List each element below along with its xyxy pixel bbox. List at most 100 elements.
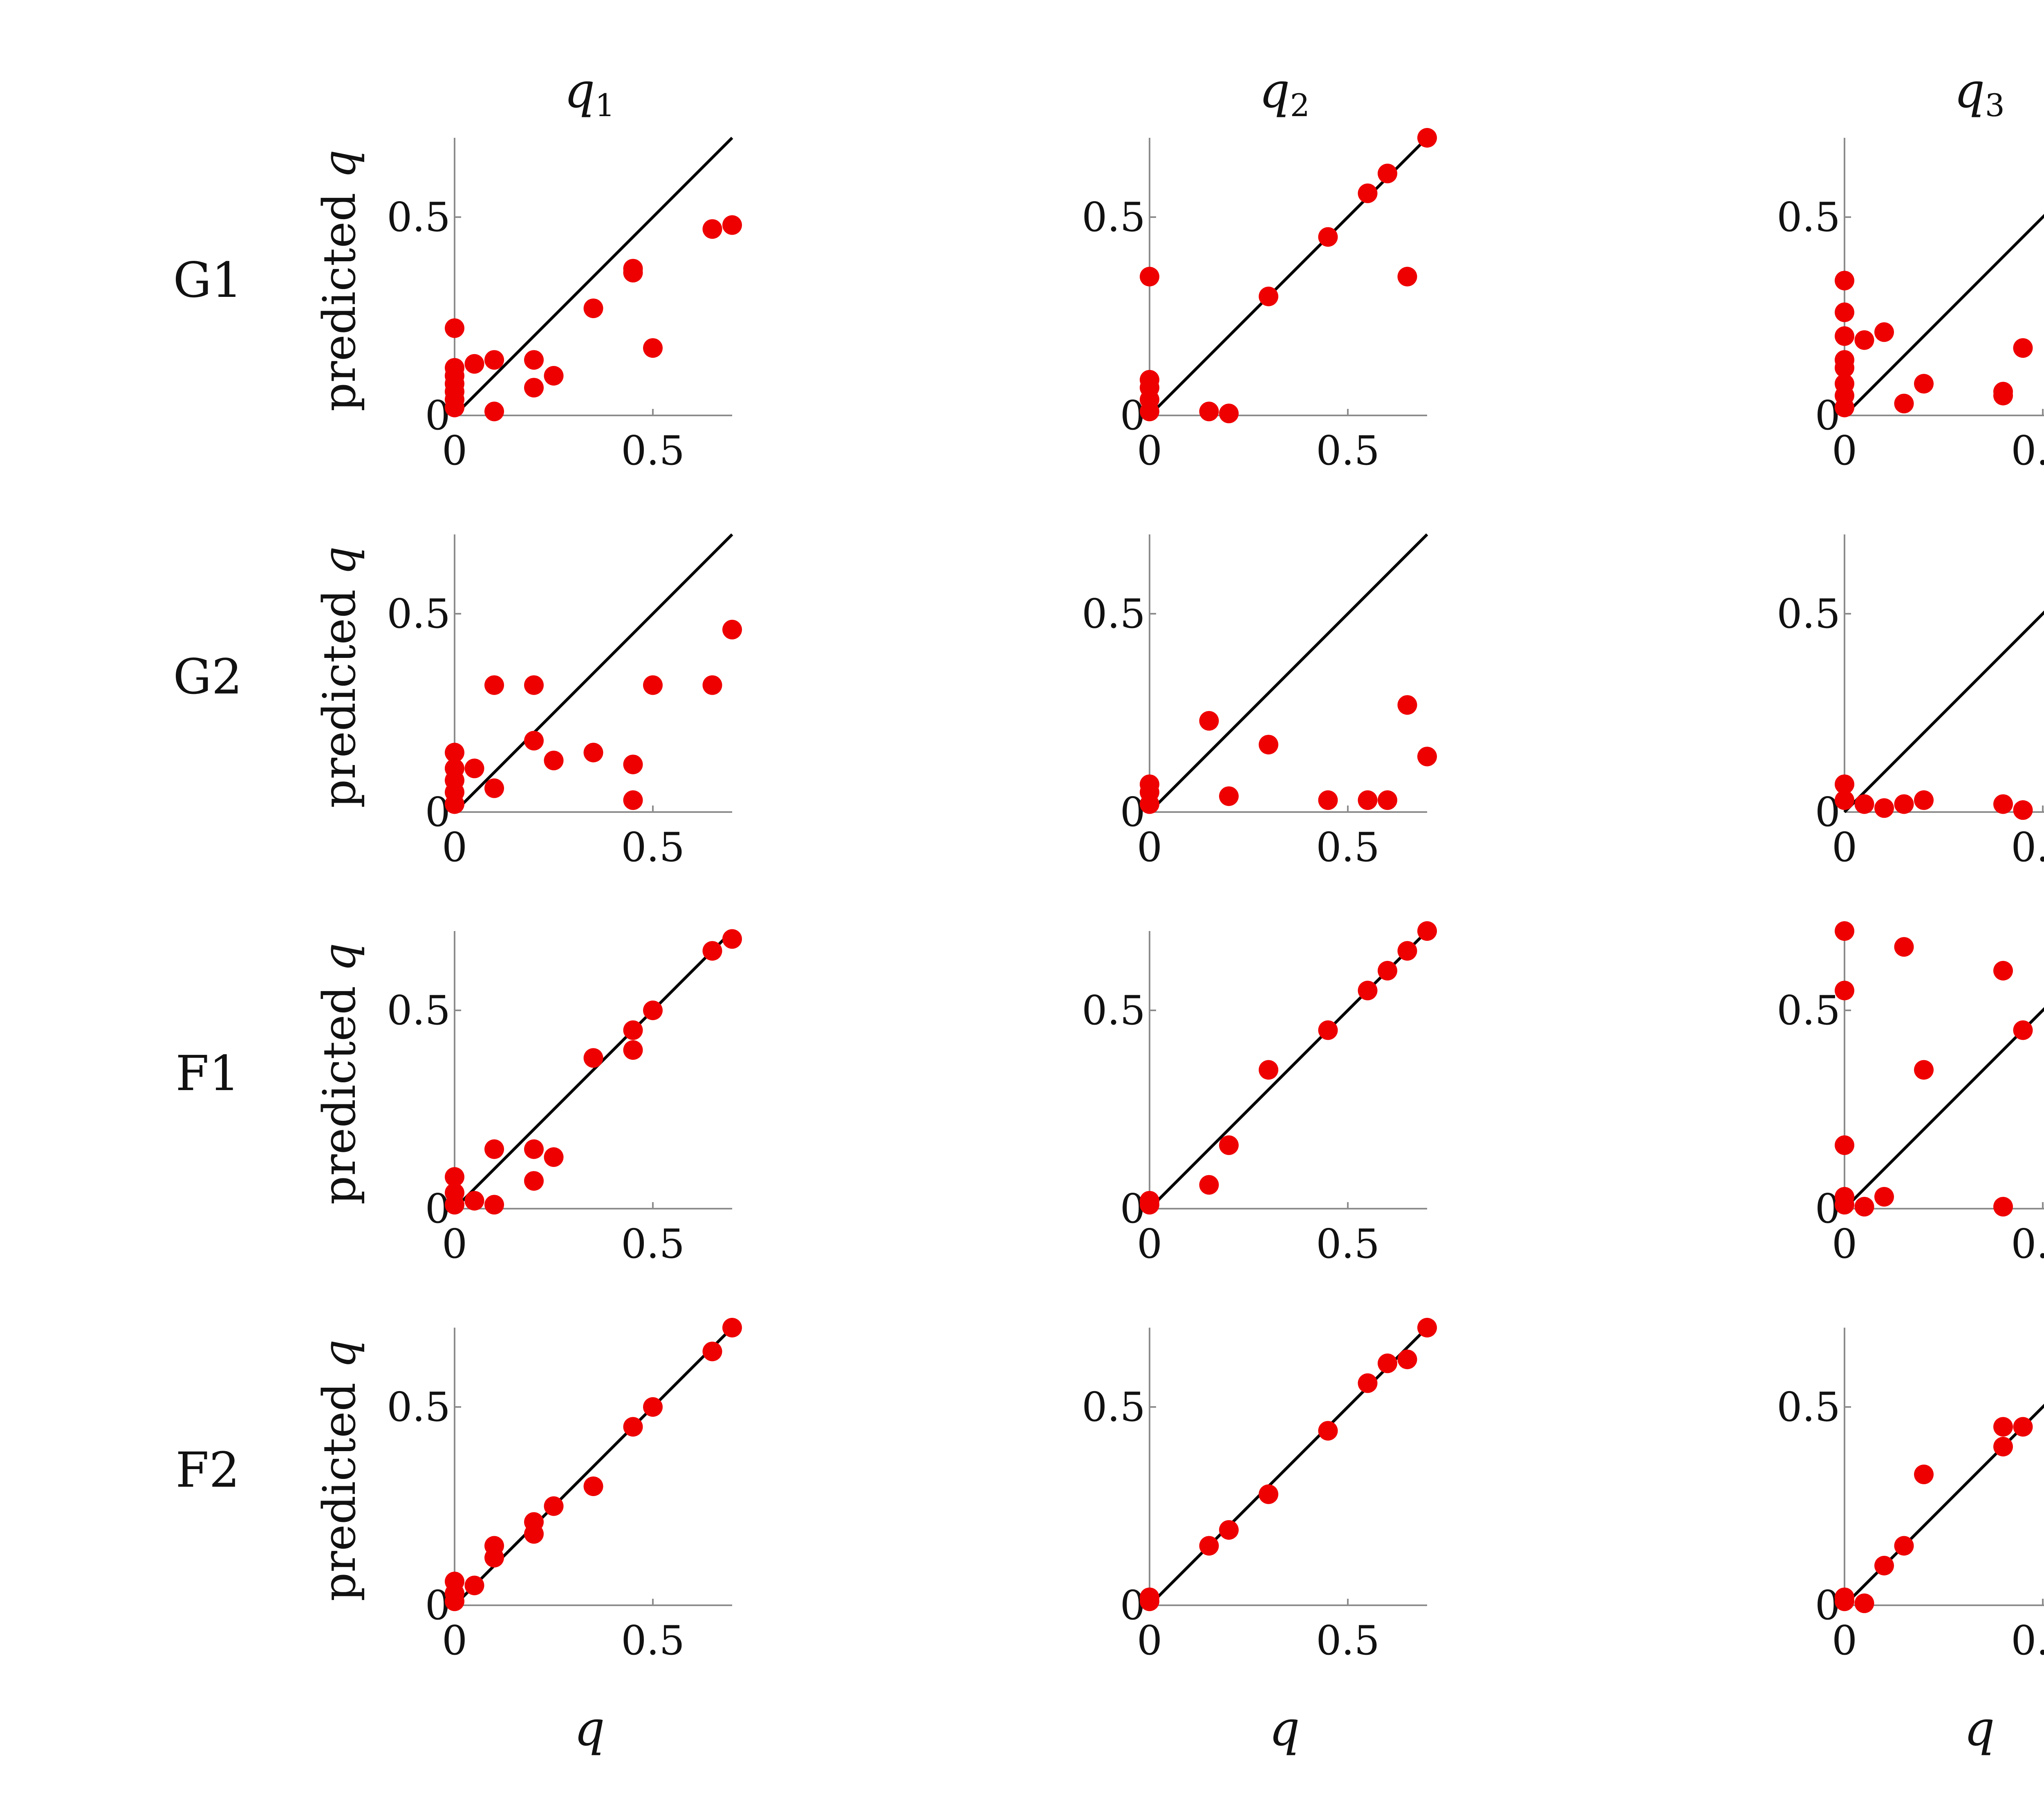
data-point (1993, 386, 2013, 406)
data-point (445, 318, 464, 338)
data-point (445, 794, 464, 814)
data-point (623, 790, 643, 810)
x-tick-label: 0.5 (2011, 824, 2044, 871)
x-tick-label: 0.5 (621, 1221, 685, 1268)
identity-line (453, 930, 733, 1210)
y-axis-label: predicted q (313, 943, 365, 1205)
data-point (1993, 1417, 2013, 1437)
data-point (1835, 326, 1854, 346)
identity-line (453, 533, 733, 813)
data-point (1835, 397, 1854, 417)
data-point (1993, 1197, 2013, 1217)
data-point (1894, 794, 1914, 814)
data-point (1993, 1437, 2013, 1456)
data-point (464, 758, 484, 779)
data-point (1358, 981, 1378, 1001)
data-point (1140, 794, 1159, 814)
x-tick-label: 0 (1137, 1221, 1162, 1268)
data-point (1894, 937, 1914, 957)
panel-g2-q2: 00.50 0.5 (1082, 533, 1437, 871)
data-point (1219, 404, 1239, 424)
x-axis-label: q (574, 1700, 605, 1757)
data-point (1874, 322, 1894, 342)
data-point (1318, 227, 1338, 247)
data-point (445, 1195, 464, 1215)
data-point (484, 1139, 504, 1159)
y-tick-label: 0.5 (1777, 591, 1840, 637)
data-point (1854, 1197, 1874, 1217)
data-point (1397, 1349, 1417, 1369)
x-tick-label: 0 (442, 428, 467, 474)
panel-f1-q3: 00.500.5 (1777, 921, 2044, 1268)
data-point (524, 1171, 544, 1191)
data-point (484, 675, 504, 695)
y-axis-label-var: q (313, 1340, 365, 1368)
row-label-g1: G1 (173, 252, 242, 308)
y-tick-label: 0.5 (1082, 987, 1145, 1034)
data-point (1397, 941, 1417, 961)
data-point (544, 750, 564, 770)
data-point (524, 378, 544, 398)
data-point (583, 298, 603, 319)
data-point (1874, 798, 1894, 818)
data-point (1259, 735, 1278, 755)
data-point (623, 1020, 643, 1040)
data-point (623, 1040, 643, 1060)
data-point (1318, 1421, 1338, 1441)
data-point (1835, 1135, 1854, 1155)
x-tick-label: 0.5 (1316, 428, 1380, 474)
data-point (1894, 393, 1914, 413)
y-tick-label: 0.5 (387, 1384, 450, 1431)
data-point (1914, 790, 1934, 810)
data-point (524, 1139, 544, 1159)
data-point (702, 941, 722, 961)
x-tick-label: 0 (442, 1618, 467, 1664)
y-axis-label-text: predicted (313, 972, 365, 1205)
data-point (445, 1591, 464, 1611)
data-point (2013, 1417, 2033, 1437)
data-point (1259, 1484, 1278, 1504)
x-tick-label: 0.5 (2011, 1221, 2044, 1268)
data-point (464, 1575, 484, 1595)
x-tick-label: 0 (1832, 1221, 1857, 1268)
data-point (524, 731, 544, 751)
x-tick-label: 0.5 (2011, 1618, 2044, 1664)
column-header-q2: q2 (1259, 62, 1310, 123)
data-point (643, 1397, 663, 1417)
data-point (1199, 402, 1219, 422)
data-point (1358, 183, 1378, 203)
data-point (484, 402, 504, 422)
data-point (1318, 790, 1338, 810)
data-point (1318, 1020, 1338, 1040)
data-point (1358, 1373, 1378, 1393)
x-tick-label: 0 (1137, 1618, 1162, 1664)
y-axis-label: predicted q (313, 150, 365, 411)
data-point (1835, 981, 1854, 1001)
y-axis-label: predicted q (313, 1340, 365, 1601)
identity-line (1843, 214, 2044, 417)
data-point (1259, 287, 1278, 306)
panel-f1-q1: 00.50 0.5 (387, 929, 742, 1268)
data-point (484, 778, 504, 798)
column-header-q3: q3 (1954, 62, 2005, 123)
column-header-symbol: q (564, 62, 595, 119)
data-point (1914, 374, 1934, 394)
panel-f2-q2: 00.50 0.5 (1082, 1318, 1437, 1664)
data-point (544, 366, 564, 386)
column-header-subscript: 3 (1985, 87, 2005, 123)
data-point (1894, 1536, 1914, 1556)
data-point (643, 1001, 663, 1020)
data-point (1835, 358, 1854, 378)
data-point (1378, 961, 1397, 981)
y-axis-label-var: q (313, 546, 365, 575)
panel-g1-q2: 00.50 0.5 (1082, 128, 1437, 474)
identity-line (1148, 1326, 1428, 1607)
y-tick-label: 0.5 (387, 987, 450, 1034)
data-point (702, 219, 722, 239)
y-tick-label: 0.5 (1777, 194, 1840, 241)
data-point (484, 350, 504, 370)
y-tick-label: 0.5 (1082, 591, 1145, 637)
data-point (1378, 1353, 1397, 1373)
data-point (1417, 747, 1437, 767)
data-point (1854, 1593, 1874, 1613)
